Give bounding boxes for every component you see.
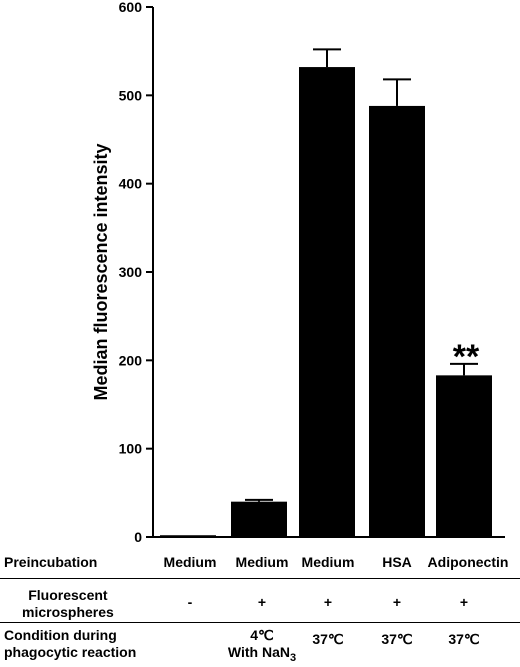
row-label-condition: Condition during phagocytic reaction (4, 627, 136, 661)
row-label-condition-line-1: Condition during (4, 627, 117, 643)
row-label-microspheres: Fluorescent microspheres (22, 587, 114, 621)
microspheres-cell-3: + (323, 594, 333, 610)
table-divider-2 (0, 622, 520, 623)
row-label-microspheres-line-2: microspheres (22, 604, 114, 620)
bar (369, 105, 425, 537)
condition-cell-2-additive: With NaN3 (222, 644, 302, 667)
microspheres-cell-2: + (257, 594, 267, 610)
annotations: ** (453, 338, 480, 376)
bar (160, 535, 216, 537)
condition-cell-5: 37℃ (448, 631, 480, 647)
condition-cell-3: 37℃ (312, 631, 344, 647)
bar (299, 67, 355, 538)
y-tick-label: 400 (119, 176, 143, 192)
microspheres-cell-5: + (459, 594, 469, 610)
y-tick-label: 200 (119, 352, 143, 368)
condition-cell-4: 37℃ (381, 631, 413, 647)
y-tick-label: 300 (119, 264, 143, 280)
y-tick-label: 500 (119, 87, 143, 103)
preincubation-cell-4: HSA (382, 554, 412, 570)
bars (160, 67, 492, 538)
condition-cell-2-additive-text: With NaN (227, 644, 290, 660)
y-axis-label: Median fluorescence intensity (91, 143, 111, 400)
y-tick-label: 0 (134, 529, 142, 545)
y-tick-label: 100 (119, 441, 143, 457)
condition-cell-2-subscript: 3 (289, 651, 297, 664)
significance-annotation: ** (453, 338, 480, 376)
preincubation-cell-3: Medium (301, 554, 355, 570)
preincubation-cell-2: Medium (235, 554, 289, 570)
y-tick-label: 600 (119, 0, 143, 15)
preincubation-cell-5: Adiponectin (427, 554, 509, 570)
condition-cell-2: 4℃ With NaN3 (222, 627, 302, 667)
microspheres-cell-4: + (392, 594, 402, 610)
condition-cell-2-temp: 4℃ (250, 627, 274, 643)
preincubation-cell-1: Medium (163, 554, 217, 570)
bar (436, 375, 492, 537)
microspheres-cell-1: - (187, 594, 193, 610)
table-divider-1 (0, 578, 520, 579)
y-ticks: 0 100 200 300 400 500 600 (119, 0, 153, 545)
error-bars (245, 48, 478, 502)
row-label-condition-line-2: phagocytic reaction (4, 644, 137, 660)
bar (231, 501, 287, 537)
bar-chart: 0 100 200 300 400 500 600 ** Median fluorescen… (91, 0, 505, 545)
row-label-microspheres-line-1: Fluorescent (28, 587, 108, 603)
row-label-preincubation: Preincubation (4, 554, 98, 570)
